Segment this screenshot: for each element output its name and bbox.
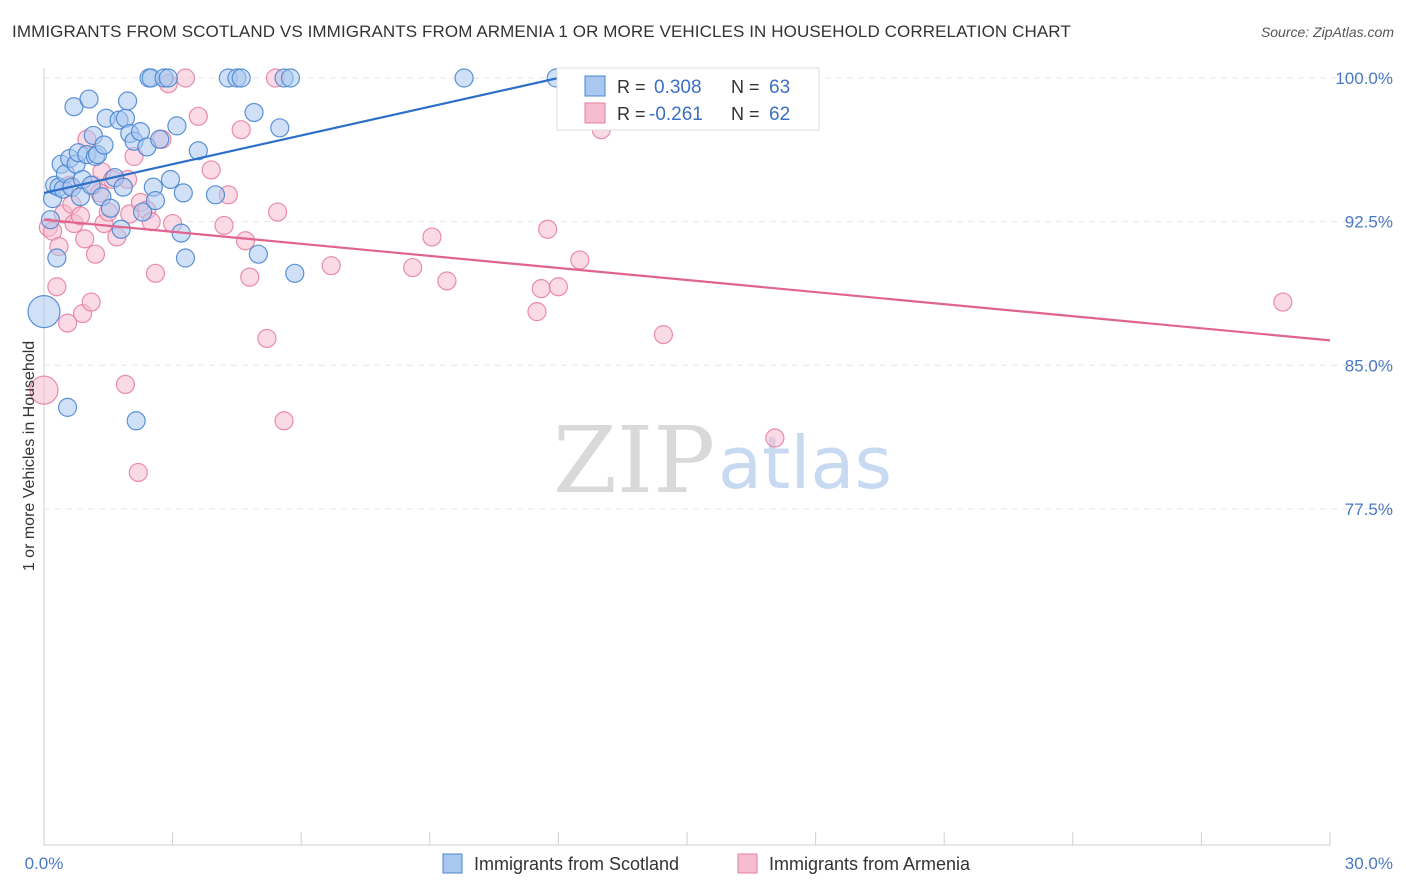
legend-r-label-2: R = xyxy=(617,104,646,124)
scotland-point xyxy=(100,198,121,218)
legend-n-value-2: 62 xyxy=(769,104,790,125)
armenia-point xyxy=(235,231,256,251)
source-label: Source: ZipAtlas.com xyxy=(1260,24,1394,40)
legend-r-value-1: 0.308 xyxy=(654,77,702,98)
trend-lines xyxy=(43,76,1331,342)
armenia-point xyxy=(85,244,106,264)
chart-title: IMMIGRANTS FROM SCOTLAND VS IMMIGRANTS F… xyxy=(12,22,1071,41)
legend-r-label-1: R = xyxy=(617,77,646,97)
armenia-trend-line xyxy=(43,218,1331,342)
watermark-atlas: atlas xyxy=(718,421,892,505)
scotland-point xyxy=(117,91,138,111)
scotland-point xyxy=(64,97,84,117)
x-tick-label: 0.0% xyxy=(25,854,64,873)
legend-n-value-1: 63 xyxy=(769,77,790,98)
armenia-point xyxy=(527,302,547,322)
scotland-point xyxy=(188,141,208,161)
scotland-point xyxy=(47,248,67,268)
scotland-point xyxy=(173,183,193,203)
scotland-point xyxy=(57,397,78,417)
armenia-point xyxy=(403,257,423,278)
armenia-point xyxy=(201,160,221,180)
armenia-point xyxy=(145,263,166,283)
scotland-point xyxy=(454,68,474,88)
y-tick-label: 77.5% xyxy=(1345,500,1393,519)
armenia-point xyxy=(75,229,95,249)
armenia-point xyxy=(274,411,294,431)
scotland-point xyxy=(270,118,290,138)
armenia-point xyxy=(538,219,558,239)
scotland-point xyxy=(175,248,196,268)
scotland-trend-line xyxy=(43,76,559,194)
legend-n-label-2: N = xyxy=(731,104,760,124)
y-axis-label: 1 or more Vehicles in Household xyxy=(21,341,38,571)
armenia-point xyxy=(128,462,148,483)
y-tick-label: 100.0% xyxy=(1335,69,1393,88)
scotland-point xyxy=(94,135,114,155)
armenia-point xyxy=(175,68,196,88)
scotland-point xyxy=(150,129,170,149)
armenia-point xyxy=(231,120,251,140)
x-tick-labels: 0.0% 30.0% xyxy=(25,854,1393,873)
armenia-point xyxy=(422,227,442,247)
armenia-point xyxy=(47,277,67,297)
scotland-point xyxy=(205,185,226,205)
scotland-point xyxy=(132,202,153,222)
armenia-point xyxy=(1273,292,1293,312)
bottom-legend-swatch-armenia xyxy=(737,853,758,874)
scotland-point xyxy=(158,68,178,88)
y-tick-label: 85.0% xyxy=(1345,356,1393,375)
armenia-point xyxy=(437,271,457,291)
armenia-point xyxy=(257,328,277,349)
stats-legend: R = 0.308 N = 63 R = -0.261 N = 62 xyxy=(556,67,820,131)
scotland-point xyxy=(285,263,305,283)
armenia-point xyxy=(765,428,785,448)
scotland-point xyxy=(113,177,133,197)
armenia-point xyxy=(81,292,101,312)
watermark: ZIP atlas xyxy=(553,407,892,514)
scotland-point xyxy=(27,295,61,329)
armenia-point xyxy=(548,277,569,297)
armenia-point xyxy=(29,375,59,405)
scotland-point xyxy=(126,411,146,431)
armenia-point xyxy=(268,202,288,222)
scotland-point xyxy=(167,116,187,136)
armenia-point xyxy=(653,325,674,345)
x-tick-label: 30.0% xyxy=(1345,854,1393,873)
armenia-point xyxy=(321,256,341,276)
scotland-point xyxy=(231,68,251,88)
bottom-legend-label-scotland: Immigrants from Scotland xyxy=(474,854,679,874)
scotland-point xyxy=(79,89,99,109)
armenia-point xyxy=(115,374,136,394)
scotland-point xyxy=(248,244,268,264)
scotland-point xyxy=(145,190,166,211)
bottom-legend-swatch-scotland xyxy=(442,853,463,874)
series-scotland-points xyxy=(27,68,566,431)
scotland-point xyxy=(111,219,131,239)
scotland-point xyxy=(160,169,181,190)
armenia-point xyxy=(57,313,78,333)
armenia-point xyxy=(531,279,551,299)
scotland-point xyxy=(244,102,264,123)
armenia-point xyxy=(70,206,91,226)
y-tick-label: 92.5% xyxy=(1345,213,1393,232)
armenia-point xyxy=(570,250,590,270)
legend-r-value-2: -0.261 xyxy=(649,104,703,125)
scotland-point xyxy=(280,68,301,88)
armenia-point xyxy=(240,267,260,287)
armenia-point xyxy=(188,106,208,126)
watermark-zip: ZIP xyxy=(553,407,715,514)
series-legend: Immigrants from Scotland Immigrants from… xyxy=(442,853,971,874)
armenia-point xyxy=(214,215,234,236)
x-ticks xyxy=(43,832,1331,845)
legend-swatch-scotland xyxy=(584,75,606,97)
legend-swatch-armenia xyxy=(584,102,606,124)
legend-n-label-1: N = xyxy=(731,77,760,97)
bottom-legend-label-armenia: Immigrants from Armenia xyxy=(769,854,971,874)
y-tick-labels: 100.0% 92.5% 85.0% 77.5% xyxy=(1335,69,1393,519)
